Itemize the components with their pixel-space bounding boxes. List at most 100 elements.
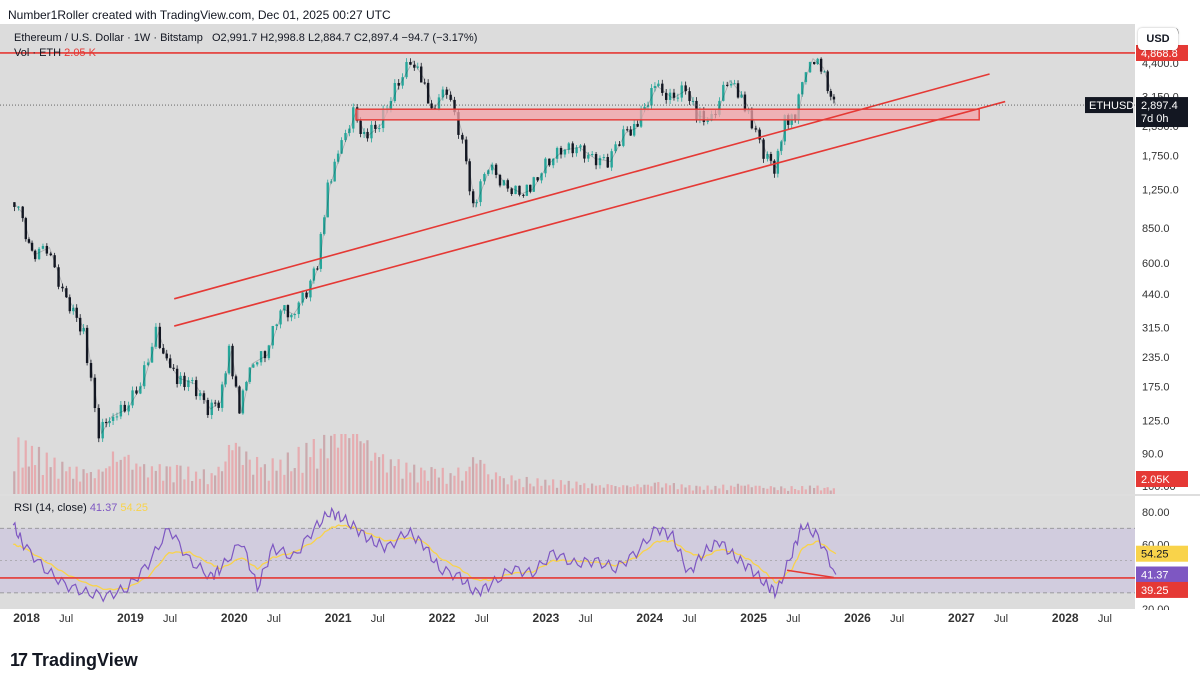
volume-bar — [643, 484, 646, 494]
candle-body — [532, 177, 535, 192]
volume-bar — [457, 467, 460, 494]
candle-body — [555, 147, 559, 159]
candle-body — [146, 362, 150, 366]
volume-bar — [217, 466, 220, 494]
candle-body — [194, 380, 198, 397]
volume-bar — [158, 464, 161, 494]
time-axis-label: 2025 — [740, 611, 767, 625]
candle-body — [220, 384, 224, 408]
time-axis-label: 2024 — [636, 611, 663, 625]
volume-bar — [323, 434, 326, 494]
volume-bar — [506, 484, 509, 494]
candle-body — [312, 268, 316, 281]
candle-body — [571, 143, 574, 154]
volume-bar — [629, 487, 632, 494]
time-axis-label: Jul — [682, 613, 696, 625]
time-axis-label: 2022 — [429, 611, 456, 625]
candle-body — [610, 151, 613, 168]
volume-bar — [695, 485, 698, 494]
candle-body — [301, 292, 304, 303]
candle-body — [823, 71, 826, 73]
volume-bar — [37, 446, 41, 494]
candle-body — [758, 129, 761, 140]
volume-bar — [97, 469, 100, 494]
candle-body — [348, 128, 351, 133]
volume-bar — [187, 466, 190, 494]
volume-bar — [433, 468, 437, 494]
candle-body — [636, 123, 639, 127]
candle-body — [736, 83, 740, 98]
candle-body — [53, 255, 56, 268]
volume-bar — [552, 479, 555, 494]
rsi-line — [12, 506, 837, 603]
volume-bar — [89, 472, 92, 494]
ohlc-values: O2,991.7 H2,998.8 L2,884.7 C2,897.4 −94.… — [211, 32, 478, 44]
candle-body — [529, 184, 532, 192]
volume-bar — [676, 489, 679, 494]
volume-bar — [283, 474, 286, 494]
candle-body — [706, 120, 709, 122]
candle-body — [653, 86, 657, 89]
candle-body — [506, 180, 509, 189]
candle-body — [245, 381, 248, 391]
volume-bar — [57, 478, 60, 494]
tradingview-logo: 17 TradingView — [10, 650, 138, 671]
symbol-legend: Ethereum / U.S. Dollar · 1W · Bitstamp O… — [14, 32, 477, 44]
volume-bar — [826, 487, 829, 494]
candle-body — [832, 96, 836, 100]
candle-body — [366, 131, 369, 139]
currency-button[interactable]: USD — [1138, 28, 1178, 50]
volume-bar — [401, 478, 404, 494]
chart-frame[interactable]: 6,000.04,400.03,150.02,350.01,750.01,250… — [0, 24, 1200, 634]
volume-bar — [762, 487, 765, 494]
candle-body — [169, 358, 172, 368]
volume-bar — [309, 457, 312, 494]
candle-body — [563, 149, 567, 155]
candle-body — [359, 120, 362, 134]
volume-bar — [758, 485, 761, 494]
candle-body — [559, 147, 563, 155]
volume-bar — [72, 478, 75, 494]
candle-body — [224, 373, 227, 385]
volume-bar — [13, 471, 16, 494]
candle-body — [17, 206, 20, 208]
candle-body — [330, 181, 333, 183]
volume-bar — [162, 480, 165, 494]
volume-bar — [194, 471, 198, 494]
volume-bar — [502, 478, 505, 494]
volume-bar — [33, 465, 37, 494]
candle-body — [210, 402, 213, 416]
volume-bar — [804, 489, 807, 494]
candle-body — [158, 326, 162, 348]
candle-body — [437, 97, 441, 110]
candle-body — [65, 288, 68, 298]
candle-body — [115, 416, 119, 418]
chart-canvas[interactable]: 6,000.04,400.03,150.02,350.01,750.01,250… — [0, 24, 1200, 634]
candle-body — [93, 377, 97, 409]
volume-bar — [773, 487, 776, 494]
candle-body — [726, 84, 729, 86]
volume-badge-bg — [1136, 471, 1188, 487]
volume-bar — [108, 466, 111, 494]
candle-body — [30, 242, 34, 251]
time-axis-label: Jul — [163, 613, 177, 625]
candle-body — [323, 217, 326, 234]
candle-body — [491, 164, 494, 171]
candle-body — [49, 253, 52, 256]
volume-bar — [750, 487, 753, 494]
candle-body — [214, 402, 217, 404]
volume-bar — [405, 462, 408, 494]
volume-bar — [583, 483, 586, 494]
volume-bar — [131, 469, 134, 494]
candle-body — [729, 83, 733, 86]
time-axis-label: Jul — [475, 613, 489, 625]
candle-body — [85, 327, 89, 364]
volume-bar — [238, 446, 241, 494]
candle-body — [426, 82, 430, 104]
tradingview-mark-icon: 17 — [10, 650, 28, 670]
candle-body — [801, 82, 804, 95]
volume-bar — [510, 475, 513, 494]
volume-bar — [17, 437, 20, 494]
volume-bar — [93, 478, 96, 494]
volume-bar — [191, 480, 194, 494]
